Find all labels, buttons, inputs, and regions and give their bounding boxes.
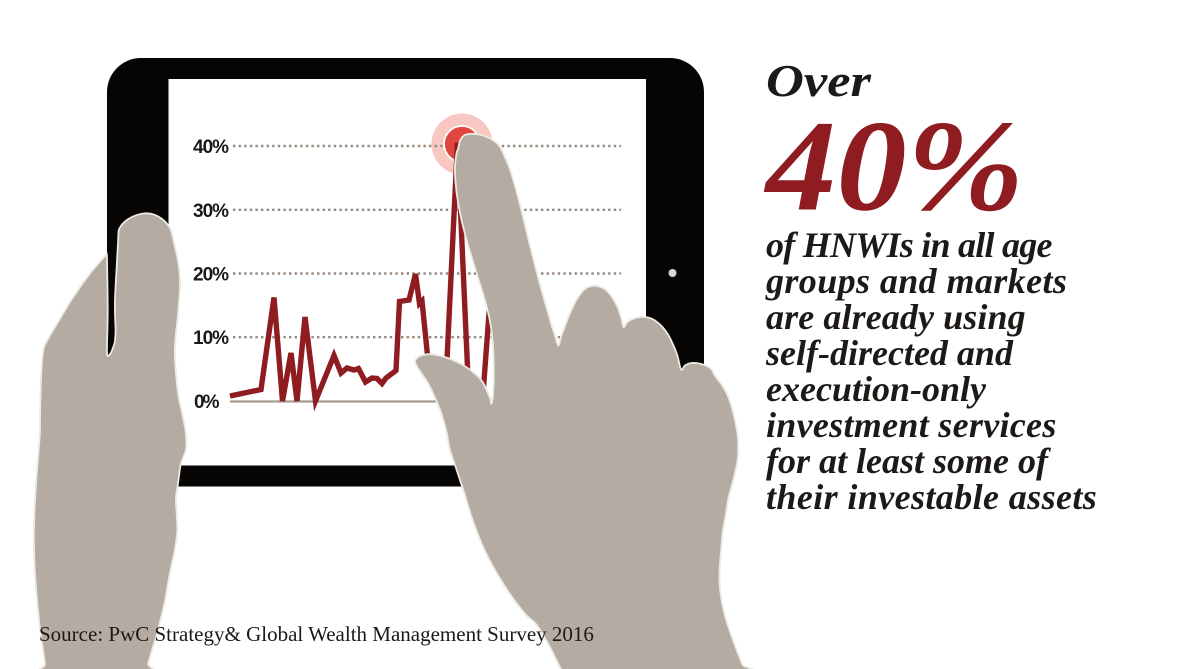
svg-text:40%: 40%	[193, 137, 229, 158]
svg-text:of HNWIs in all age: of HNWIs in all age	[766, 225, 1053, 265]
svg-text:groups and markets: groups and markets	[765, 261, 1067, 301]
svg-text:10%: 10%	[193, 328, 229, 349]
svg-text:their investable assets: their investable assets	[766, 477, 1097, 517]
svg-text:Over: Over	[766, 55, 872, 106]
svg-text:40%: 40%	[763, 95, 1024, 239]
svg-text:Source: PwC Strategy& Global W: Source: PwC Strategy& Global Wealth Mana…	[39, 622, 594, 646]
svg-text:30%: 30%	[193, 201, 229, 222]
svg-text:are already using: are already using	[766, 297, 1026, 337]
svg-text:execution-only: execution-only	[766, 369, 987, 409]
svg-text:investment services: investment services	[766, 405, 1057, 445]
svg-text:0%: 0%	[194, 392, 220, 413]
svg-text:for at least some of: for at least some of	[766, 441, 1051, 481]
svg-text:self-directed and: self-directed and	[765, 333, 1014, 373]
svg-text:20%: 20%	[193, 265, 229, 286]
